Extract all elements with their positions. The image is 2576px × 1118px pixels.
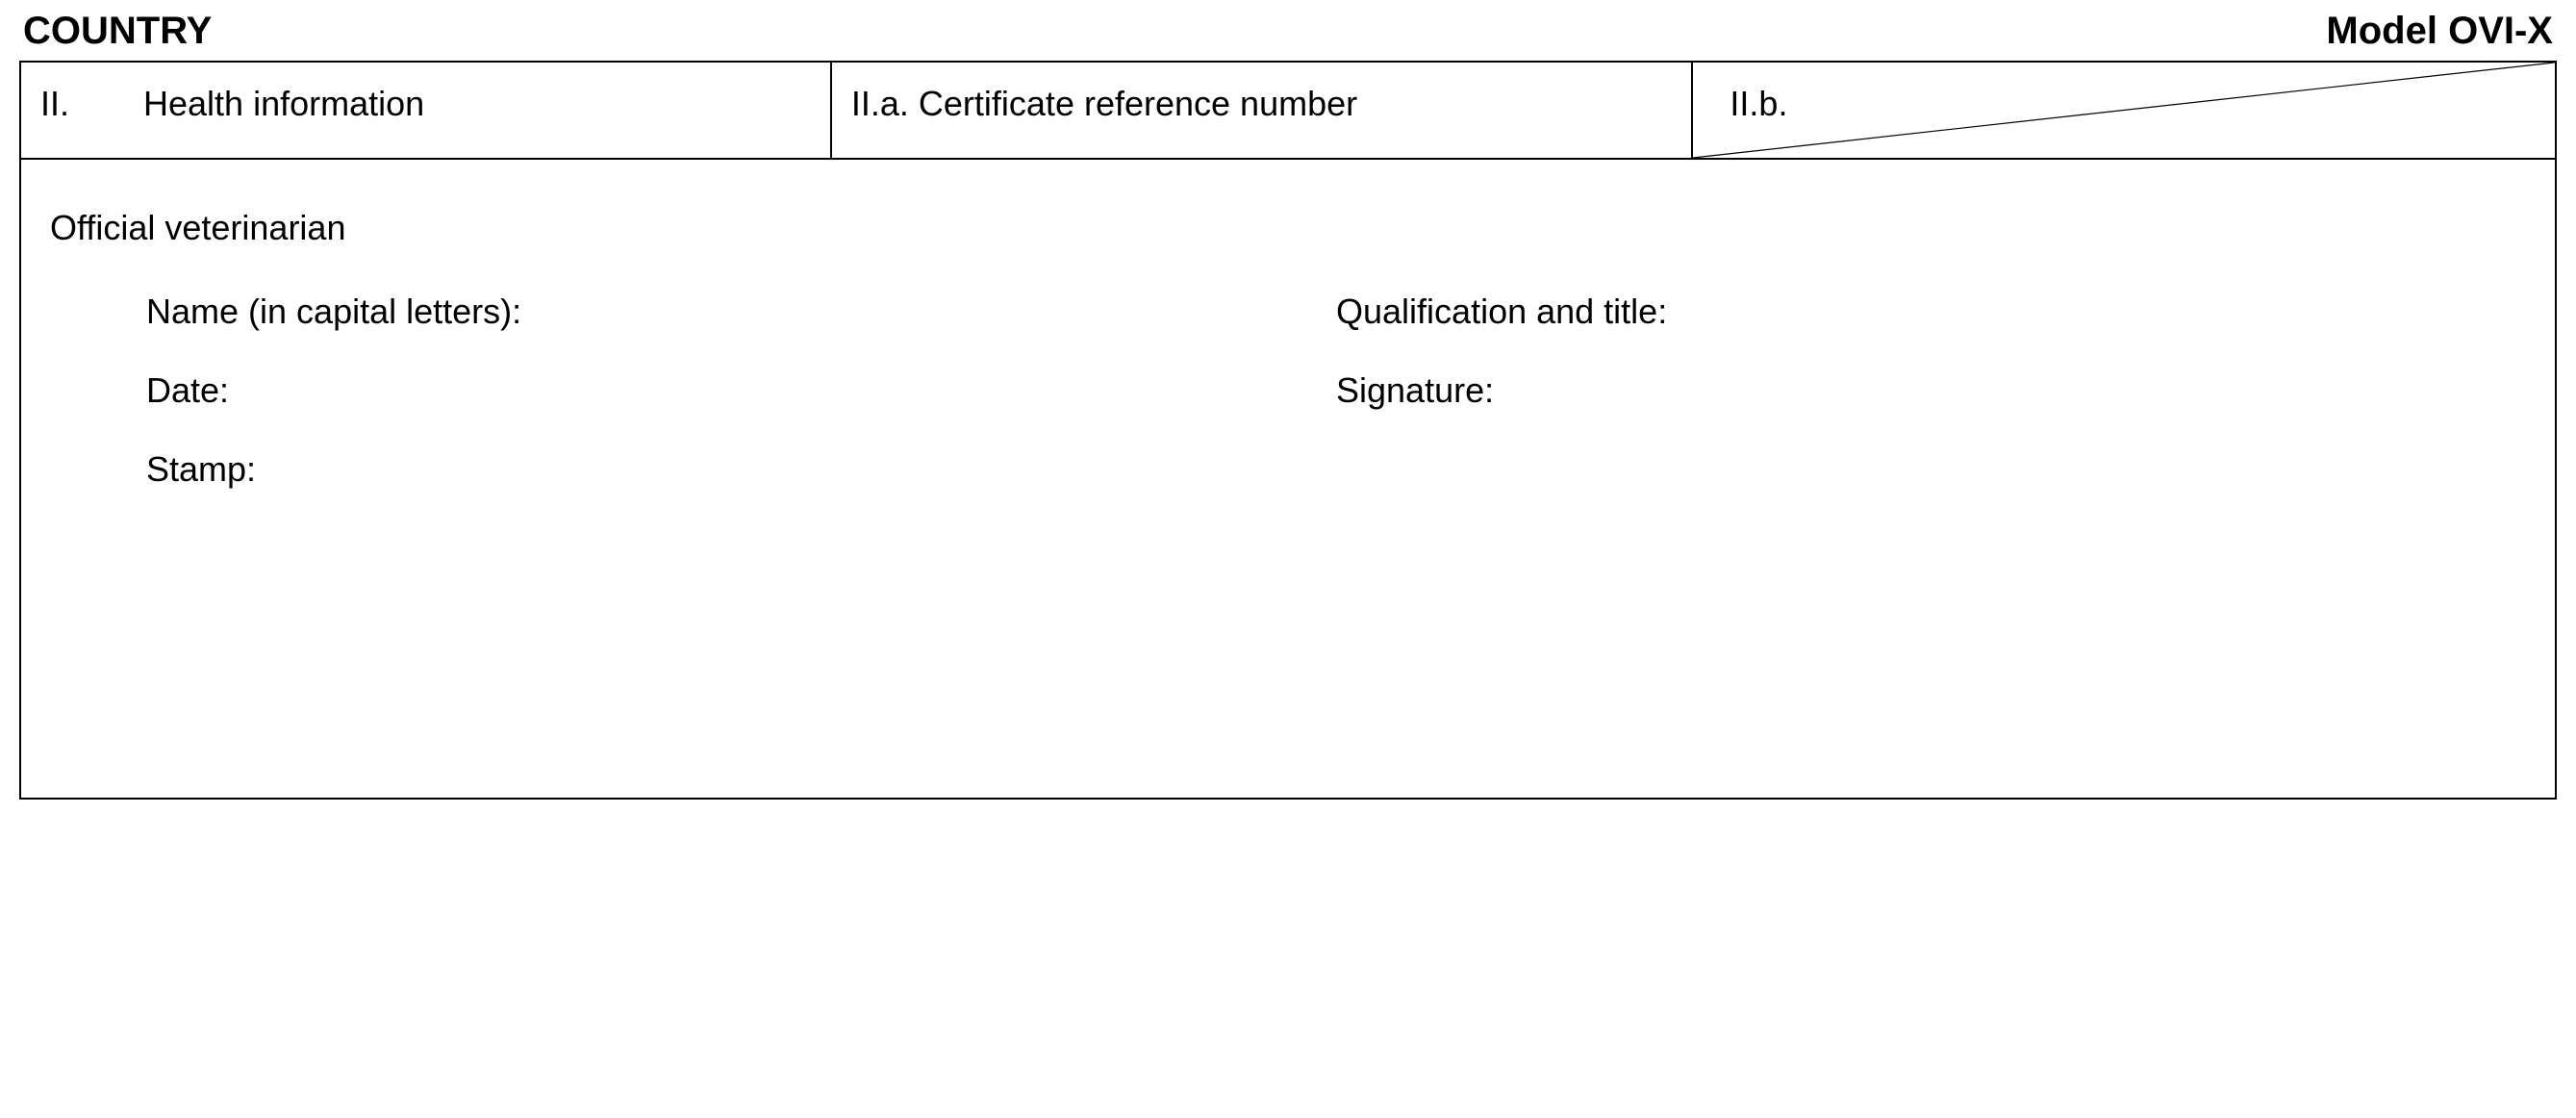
iib-label: II.b.	[1730, 84, 1787, 124]
outer-box: II. Health information II.a. Certificate…	[19, 61, 2557, 800]
country-label: COUNTRY	[23, 10, 212, 53]
qualification-label: Qualification and title:	[1336, 292, 2526, 332]
fields-container: Name (in capital letters): Qualification…	[50, 292, 2526, 490]
signature-label: Signature:	[1336, 370, 2526, 411]
health-info-label: Health information	[143, 84, 424, 124]
diagonal-strike-icon	[1693, 63, 2555, 158]
header-cell-health-info: II. Health information	[21, 63, 832, 158]
stamp-label: Stamp:	[146, 449, 1336, 490]
header-row: II. Health information II.a. Certificate…	[21, 63, 2555, 160]
empty-field	[1336, 449, 2526, 490]
body-section: Official veterinarian Name (in capital l…	[21, 160, 2555, 798]
field-row-stamp: Stamp:	[146, 449, 2526, 490]
name-label: Name (in capital letters):	[146, 292, 1336, 332]
certificate-page: COUNTRY Model OVI-X II. Health informati…	[19, 10, 2557, 800]
section-number: II.	[40, 84, 132, 124]
header-cell-iib: II.b.	[1693, 63, 2555, 158]
field-row-date: Date: Signature:	[146, 370, 2526, 411]
header-cell-cert-ref: II.a. Certificate reference number	[832, 63, 1694, 158]
cert-ref-label: II.a. Certificate reference number	[851, 84, 1357, 124]
field-row-name: Name (in capital letters): Qualification…	[146, 292, 2526, 332]
date-label: Date:	[146, 370, 1336, 411]
top-header: COUNTRY Model OVI-X	[19, 10, 2557, 53]
official-veterinarian-title: Official veterinarian	[50, 208, 2526, 248]
model-label: Model OVI-X	[2326, 10, 2553, 53]
